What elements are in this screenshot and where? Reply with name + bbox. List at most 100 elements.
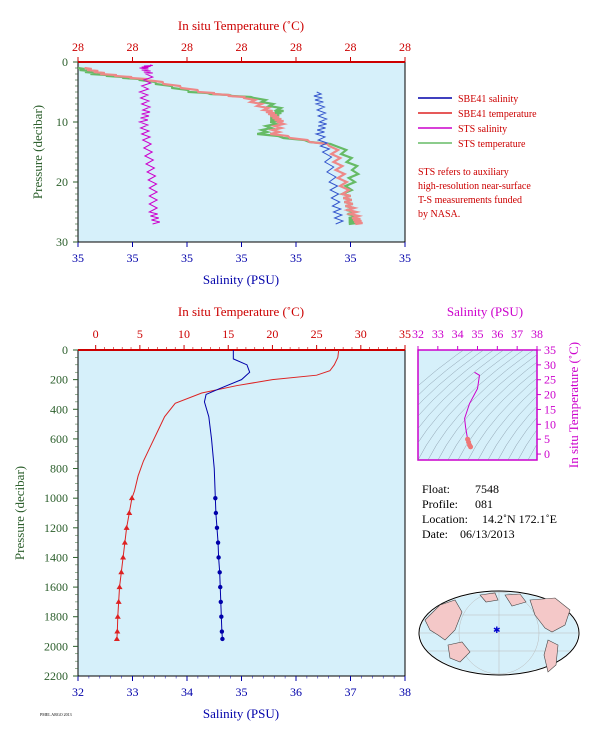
top-sal-tick-label: 35	[290, 251, 302, 265]
date-value: 06/13/2013	[460, 527, 515, 541]
ts-density-contour	[487, 395, 537, 460]
main-series-temperature-point	[118, 569, 125, 575]
main-series-temperature-point	[115, 598, 122, 604]
legend-note-line-3: T-S measurements funded	[418, 195, 522, 206]
legend-label-sts-sal: STS salinity	[458, 124, 507, 135]
top-sal-tick-label: 35	[345, 251, 357, 265]
top-press-tick-label: 0	[62, 55, 68, 69]
main-sal-tick-label: 32	[72, 685, 84, 699]
top-temp-tick-label: 28	[290, 40, 302, 54]
main-series-salinity-point	[213, 495, 218, 501]
ts-density-contour	[507, 416, 537, 460]
ts-temp-tick-label: 10	[544, 417, 556, 431]
top-sal-tick-label: 35	[236, 251, 248, 265]
main-temp-tick-label: 10	[178, 327, 190, 341]
ts-sal-tick-label: 36	[491, 327, 503, 341]
main-series-salinity-point	[216, 555, 221, 560]
ts-density-contour	[418, 350, 494, 417]
main-sal-tick-label: 34	[181, 685, 193, 699]
ts-density-contour	[418, 350, 524, 460]
main-press-tick-label: 2200	[44, 669, 68, 683]
ts-temp-tick-label: 0	[544, 447, 550, 461]
ts-density-contour	[418, 350, 474, 396]
top-sal-ticks: 35 35 35 35 35 35 35	[72, 242, 411, 265]
main-series-temperature-point	[123, 524, 130, 530]
legend: SBE41 salinity SBE41 temperature STS sal…	[418, 94, 537, 220]
main-temp-tick-label: 0	[93, 327, 99, 341]
profile-label: Profile:	[422, 497, 458, 511]
main-series-salinity-point	[219, 629, 225, 634]
ts-temp-tick-label: 35	[544, 343, 556, 357]
main-series-temperature-point	[114, 613, 121, 619]
main-series-salinity-point	[217, 570, 222, 575]
ts-density-contour	[527, 443, 537, 460]
top-series	[77, 64, 364, 226]
main-series-salinity-point	[218, 584, 223, 590]
top-temp-tick-label: 28	[72, 40, 84, 54]
main-press-tick-label: 1200	[44, 521, 68, 535]
main-series-temperature-point	[126, 510, 133, 515]
main-panel-plot-area	[77, 349, 406, 677]
ts-sal-tick-label: 33	[432, 327, 444, 341]
main-press-ticks: 0 200 400 600 800 1000 1200 1400 1600 1800 2000 220…	[44, 343, 78, 683]
top-temp-ticks: 28 28 28 28 28 28 28	[72, 40, 411, 62]
legend-note-line-2: high-resolution near-surface	[418, 181, 531, 192]
top-series-sbe41-salinity	[313, 91, 345, 225]
top-sal-tick-label: 35	[127, 251, 139, 265]
main-temp-tick-label: 20	[266, 327, 278, 341]
main-sal-axis-title: Salinity (PSU)	[203, 706, 279, 721]
main-press-axis-title: Pressure (decibar)	[12, 466, 27, 560]
main-series-salinity-point	[215, 540, 221, 545]
ts-sal-axis-title: Salinity (PSU)	[447, 304, 523, 319]
ts-density-contour	[418, 350, 504, 429]
main-press-tick-label: 0	[62, 343, 68, 357]
main-series-temperature-point	[128, 495, 135, 501]
ts-density-contour	[418, 350, 484, 406]
legend-note-line-4: by NASA.	[418, 209, 460, 220]
main-sal-ticks: 32 33 34 35 36 37 38	[72, 676, 411, 699]
main-temp-tick-label: 5	[137, 327, 143, 341]
ts-density-contour	[427, 350, 534, 460]
main-sal-tick-label: 36	[290, 685, 302, 699]
main-press-tick-label: 1600	[44, 580, 68, 594]
ts-temp-tick-label: 25	[544, 373, 556, 387]
main-sal-tick-label: 37	[345, 685, 357, 699]
top-temp-tick-label: 28	[181, 40, 193, 54]
ts-series	[464, 371, 481, 450]
top-press-axis-title: Pressure (decibar)	[30, 105, 45, 199]
ts-sal-ticks: 32 33 34 35 36 37 38	[412, 327, 543, 350]
ts-sal-tick-label: 38	[531, 327, 543, 341]
ts-temp-axis-title: In situ Temperature (˚C)	[566, 342, 581, 468]
top-press-tick-label: 20	[56, 175, 68, 189]
top-press-ticks: 0 10 20 30	[56, 55, 78, 249]
main-panel: In situ Temperature (˚C) 0 5 10 15 20 25 30 35 …	[12, 304, 411, 721]
ts-sal-tick-label: 34	[452, 327, 464, 341]
top-sal-axis-title: Salinity (PSU)	[203, 272, 279, 287]
main-series-temperature-point	[121, 539, 128, 545]
main-series-temperature-point	[116, 584, 123, 590]
main-temp-tick-label: 25	[311, 327, 323, 341]
ts-temp-tick-label: 30	[544, 358, 556, 372]
main-sal-tick-label: 33	[127, 685, 139, 699]
ts-sal-tick-label: 37	[511, 327, 523, 341]
legend-note-line-1: STS refers to auxiliary	[418, 167, 509, 178]
profile-value: 081	[475, 497, 493, 511]
main-press-tick-label: 1400	[44, 550, 68, 564]
main-press-tick-label: 1800	[44, 610, 68, 624]
date-label: Date:	[422, 527, 448, 541]
top-press-tick-label: 10	[56, 115, 68, 129]
location-label: Location:	[422, 512, 468, 526]
main-press-tick-label: 1000	[44, 491, 68, 505]
ts-temp-tick-label: 20	[544, 388, 556, 402]
main-series-temperature-point	[114, 628, 121, 634]
top-panel: In situ Temperature (˚C) 28 28 28 28 28 28 28 …	[30, 18, 411, 287]
float-label: Float:	[422, 482, 450, 496]
main-series-salinity-point	[219, 614, 224, 619]
footer-note: PMEL ARGO 2013	[40, 712, 72, 717]
main-sal-tick-label: 38	[399, 685, 411, 699]
ts-density-contour	[418, 350, 514, 443]
ts-density-contour	[497, 405, 537, 460]
main-temp-tick-label: 15	[222, 327, 234, 341]
top-temp-axis-title: In situ Temperature (˚C)	[178, 18, 304, 33]
